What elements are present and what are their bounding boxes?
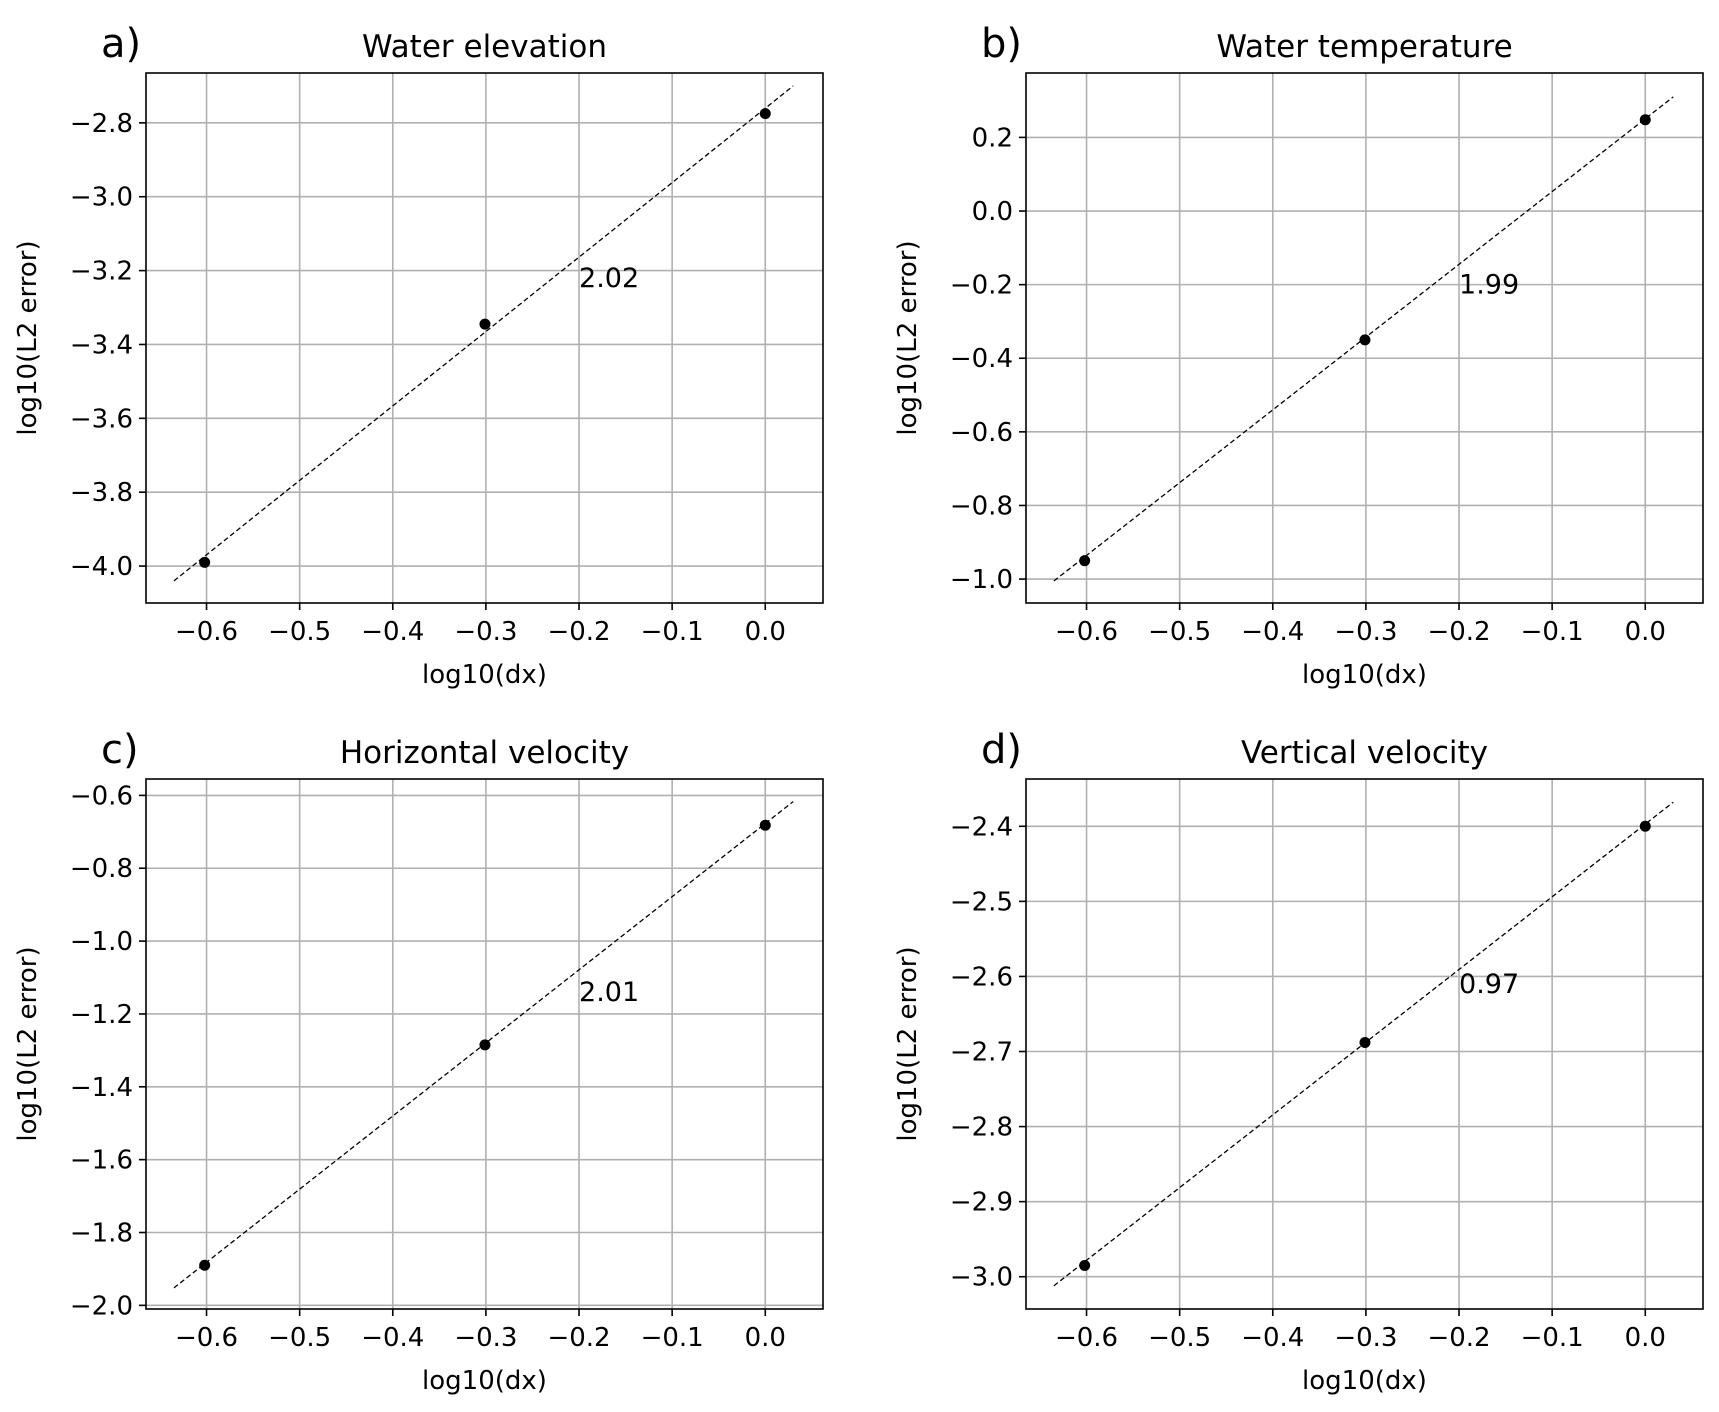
data-point: [1079, 555, 1091, 567]
x-tick-label: −0.4: [1241, 1323, 1304, 1353]
y-tick-label: −1.6: [70, 1146, 133, 1176]
slope-annotation: 0.97: [1459, 969, 1519, 1000]
x-tick-label: −0.6: [1055, 1323, 1118, 1353]
y-tick-label: −1.8: [70, 1219, 133, 1249]
x-axis-label: log10(dx): [422, 1366, 547, 1396]
y-tick-label: −1.0: [70, 927, 133, 957]
panel-title: Vertical velocity: [1241, 735, 1488, 771]
y-tick-label: −2.5: [950, 887, 1013, 917]
slope-annotation: 2.02: [579, 263, 639, 294]
data-point: [1079, 1259, 1091, 1271]
panel-letter: b): [981, 21, 1022, 67]
x-tick-label: −0.2: [547, 1323, 610, 1353]
y-tick-label: −0.6: [70, 781, 133, 811]
data-point: [1359, 1036, 1371, 1048]
panel-title: Horizontal velocity: [340, 735, 629, 771]
y-axis-label: log10(L2 error): [13, 240, 43, 435]
panel-letter: c): [101, 727, 139, 773]
x-tick-label: 0.0: [1625, 1323, 1666, 1353]
y-axis-label: log10(L2 error): [893, 946, 923, 1141]
panel-b: −0.6 −0.5 −0.4 −0.3 −0.2 −0.1 0.0 −1.0 −0.8 −0.6 −…: [893, 21, 1704, 690]
data-point: [1639, 114, 1651, 126]
axes-frame: [1025, 778, 1704, 1310]
x-tick-label: −0.2: [1427, 1323, 1490, 1353]
x-tick-label: −0.3: [454, 1323, 517, 1353]
y-tick-label: −0.8: [70, 854, 133, 884]
y-tick-label: −3.6: [70, 404, 133, 434]
y-tick-label: −0.8: [950, 491, 1013, 521]
y-tick-label: −0.4: [950, 344, 1013, 374]
data-point: [1639, 820, 1651, 832]
y-tick-label: −0.6: [950, 418, 1013, 448]
x-axis-label: log10(dx): [422, 660, 547, 690]
y-tick-label: −0.2: [950, 271, 1013, 301]
data-point: [199, 1259, 211, 1271]
x-tick-label: −0.2: [1427, 617, 1490, 647]
y-tick-label: −2.7: [950, 1038, 1013, 1068]
y-tick-label: −2.0: [70, 1291, 133, 1321]
slope-annotation: 2.01: [579, 977, 639, 1008]
axes-frame: [145, 778, 824, 1310]
x-tick-label: −0.6: [175, 617, 238, 647]
y-tick-label: −1.4: [70, 1073, 133, 1103]
y-tick-label: −2.6: [950, 962, 1013, 992]
x-tick-label: −0.1: [1521, 617, 1584, 647]
data-point: [479, 1039, 491, 1051]
x-tick-label: −0.2: [547, 617, 610, 647]
x-tick-label: −0.6: [1055, 617, 1118, 647]
data-point: [759, 108, 771, 120]
x-tick-label: 0.0: [745, 1323, 786, 1353]
x-tick-label: −0.4: [1241, 617, 1304, 647]
x-tick-label: −0.4: [361, 617, 424, 647]
y-tick-label: −1.0: [950, 565, 1013, 595]
x-tick-label: −0.5: [1148, 617, 1211, 647]
y-tick-label: 0.0: [972, 197, 1013, 227]
slope-annotation: 1.99: [1459, 270, 1519, 301]
y-tick-label: −3.4: [70, 330, 133, 360]
y-tick-label: −3.2: [70, 257, 133, 287]
y-tick-label: −3.0: [950, 1263, 1013, 1293]
y-tick-label: −2.4: [950, 812, 1013, 842]
x-tick-label: −0.4: [361, 1323, 424, 1353]
x-tick-label: −0.3: [1334, 617, 1397, 647]
x-tick-label: −0.1: [1521, 1323, 1584, 1353]
axes-frame: [145, 72, 824, 604]
panel-title: Water temperature: [1216, 29, 1512, 65]
x-tick-label: −0.5: [268, 617, 331, 647]
panel-c: −0.6 −0.5 −0.4 −0.3 −0.2 −0.1 0.0 −2.0 −1.8 −1.6 −…: [13, 727, 824, 1396]
x-tick-label: −0.5: [1148, 1323, 1211, 1353]
data-point: [1359, 334, 1371, 346]
x-axis-label: log10(dx): [1302, 1366, 1427, 1396]
y-axis-label: log10(L2 error): [13, 946, 43, 1141]
data-point: [759, 819, 771, 831]
x-tick-label: −0.5: [268, 1323, 331, 1353]
x-tick-label: −0.1: [641, 1323, 704, 1353]
y-tick-label: 0.2: [972, 123, 1013, 153]
fit-line: [173, 85, 794, 582]
x-tick-label: −0.1: [641, 617, 704, 647]
y-axis-label: log10(L2 error): [893, 240, 923, 435]
x-tick-label: −0.3: [454, 617, 517, 647]
data-point: [479, 318, 491, 330]
panel-letter: a): [101, 21, 141, 67]
x-tick-label: −0.3: [1334, 1323, 1397, 1353]
y-tick-label: −3.0: [70, 183, 133, 213]
x-axis-label: log10(dx): [1302, 660, 1427, 690]
y-tick-label: −2.8: [70, 109, 133, 139]
x-tick-label: 0.0: [1625, 617, 1666, 647]
y-tick-label: −1.2: [70, 1000, 133, 1030]
y-tick-label: −2.9: [950, 1188, 1013, 1218]
axes-frame: [1025, 72, 1704, 604]
y-tick-label: −4.0: [70, 552, 133, 582]
panel-letter: d): [981, 727, 1022, 773]
data-point: [199, 556, 211, 568]
x-tick-label: −0.6: [175, 1323, 238, 1353]
panel-a: −0.6 −0.5 −0.4 −0.3 −0.2 −0.1 0.0 −4.0 −3.8 −3.6 −…: [13, 21, 824, 690]
panel-d: −0.6 −0.5 −0.4 −0.3 −0.2 −0.1 0.0 −3.0 −2.9 −2.8 −…: [893, 727, 1704, 1396]
y-tick-label: −3.8: [70, 478, 133, 508]
y-tick-label: −2.8: [950, 1113, 1013, 1143]
panel-title: Water elevation: [362, 29, 607, 65]
x-tick-label: 0.0: [745, 617, 786, 647]
